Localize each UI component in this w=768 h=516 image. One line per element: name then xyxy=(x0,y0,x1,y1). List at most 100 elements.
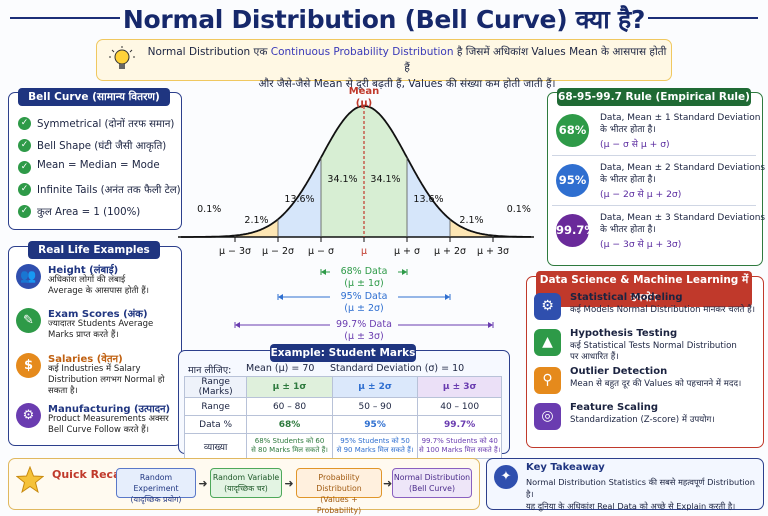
curve-region xyxy=(321,106,364,237)
table-header-cell: μ ± 2σ xyxy=(331,376,419,398)
ds-desc: कई Statistical Tests Normal Distribution xyxy=(570,341,737,351)
range-sub: (μ ± 1σ) xyxy=(344,278,384,289)
example-icon: ✎ xyxy=(16,308,41,333)
table-header-row: Range (Marks) μ ± 1σ μ ± 2σ μ ± 3σ xyxy=(183,376,502,398)
example-title: Exam Scores (अंक) xyxy=(48,309,148,320)
example-desc: Marks प्राप्त करते हैं। xyxy=(48,330,119,340)
takeaway-text: Normal Distribution Statistics की सबसे म… xyxy=(526,476,758,512)
tick-label: μ + σ xyxy=(394,246,420,257)
region-percent: 34.1% xyxy=(370,174,400,185)
table-cell: Range xyxy=(183,397,248,416)
marks-table: Range (Marks) μ ± 1σ μ ± 2σ μ ± 3σ Range 60 –… xyxy=(183,376,502,459)
example-icon: $ xyxy=(16,353,41,378)
recap-step-title: Random Variable xyxy=(212,473,280,482)
example-desc: सकता है। xyxy=(48,386,78,396)
range-label: 68% Data xyxy=(341,266,388,277)
arrow-head xyxy=(278,294,283,300)
range-label: 99.7% Data xyxy=(336,319,392,330)
tick-label: μ + 2σ xyxy=(434,246,466,257)
takeaway-title: Key Takeaway xyxy=(526,462,605,473)
recap-step-title: Probability Distribution xyxy=(316,473,362,493)
arrow-right-icon: ➜ xyxy=(284,477,294,490)
key-takeaway-card xyxy=(486,458,764,510)
arrow-right-icon: ➜ xyxy=(198,477,208,490)
table-header-cell: μ ± 3σ xyxy=(417,376,502,398)
explain-line: से 80 Marks मिल सकते हैं। xyxy=(251,446,328,454)
bell-property: Mean = Median = Mode xyxy=(37,160,160,171)
mean-label: Mean (μ) xyxy=(344,86,384,110)
arrow-right-icon: ➜ xyxy=(383,477,393,490)
ds-icon: ◎ xyxy=(534,403,561,430)
table-header-cell: μ ± 1σ xyxy=(246,376,333,398)
example-desc: ज्यादातर Students Average xyxy=(48,319,154,329)
rule-percent-badge: 99.7% xyxy=(556,214,596,247)
tick-label: μ − 3σ xyxy=(219,246,251,257)
recap-step-title: Normal Distribution xyxy=(393,473,471,482)
region-percent: 0.1% xyxy=(197,204,221,215)
range-label-bg xyxy=(330,289,398,300)
explain-line: 68% Students को 60 xyxy=(254,437,325,445)
ds-icon: ⚲ xyxy=(534,367,561,394)
rule-line1: Data, Mean ± 3 Standard Deviations xyxy=(600,213,766,223)
rule-line2: के भीतर होता है। xyxy=(600,125,656,135)
bell-curve-line xyxy=(181,105,531,238)
check-icon: ✓ xyxy=(18,183,31,196)
example-desc: कई Industries में Salary xyxy=(48,364,141,374)
bell-card-header: Bell Curve (सामान्य वितरण) xyxy=(18,88,170,106)
example-desc: Average के आसपास होती हैं। xyxy=(48,286,149,296)
check-icon: ✓ xyxy=(18,205,31,218)
ds-desc: पर आधारित हैं। xyxy=(570,352,619,362)
rule-line1: Data, Mean ± 2 Standard Deviations xyxy=(600,163,766,173)
region-percent: 2.1% xyxy=(244,215,268,226)
example-desc: Distribution लगभग Normal हो xyxy=(48,375,165,385)
rule-line2: के भीतर होता है। xyxy=(600,175,656,185)
ds-title: Statistical Modeling xyxy=(570,292,683,303)
bell-property: Symmetrical (दोनों तरफ समान) xyxy=(37,119,175,130)
arrow-head xyxy=(321,269,326,275)
example-desc: Bell Curve Follow करते हैं। xyxy=(48,425,149,435)
range-label: 95% Data xyxy=(341,291,388,302)
example-desc: अधिकांश लोगों की लंबाई xyxy=(48,275,126,285)
intro-text: Normal Distribution एक Continuous Probab… xyxy=(147,44,667,92)
tick-label: μ + 3σ xyxy=(477,246,509,257)
table-header-cell: Range (Marks) xyxy=(183,376,248,398)
tick-label: μ xyxy=(361,246,367,257)
takeaway-line1: Normal Distribution Statistics की सबसे म… xyxy=(526,477,755,499)
range-label-bg xyxy=(330,264,398,275)
star-icon xyxy=(15,465,45,494)
intro-text-line2: और जैसे-जैसे Mean से दूरी बढ़ती हैं, Val… xyxy=(258,78,556,90)
bulb-icon: ✦ xyxy=(494,465,518,489)
example-title: Height (लंबाई) xyxy=(48,265,119,276)
table-cell: 50 – 90 xyxy=(331,397,419,416)
rule-header: 68-95-99.7 Rule (Empirical Rule) xyxy=(557,88,751,106)
bell-property: Infinite Tails (अनंत तक फैली टेल) xyxy=(37,185,181,196)
recap-step-sub: (यादृच्छिक चर) xyxy=(224,484,268,493)
intro-text-a: Normal Distribution एक xyxy=(147,46,271,58)
table-cell: 95% Students को 50 से 90 Marks मिल सकते ह… xyxy=(331,433,419,459)
region-percent: 34.1% xyxy=(327,174,357,185)
explain-line: से 100 Marks मिल सकते हैं। xyxy=(419,446,501,454)
ds-icon: ⚙ xyxy=(534,293,561,320)
table-cell: 68% Students को 60 से 80 Marks मिल सकते ह… xyxy=(246,433,333,459)
intro-highlight: Continuous Probability Distribution xyxy=(270,46,454,58)
ds-header: Data Science & Machine Learning में उपयो… xyxy=(536,271,752,307)
example-sd: Standard Deviation (σ) = 10 xyxy=(330,363,465,374)
ds-title: Hypothesis Testing xyxy=(570,328,678,339)
explain-line: से 90 Marks मिल सकते हैं। xyxy=(336,446,414,454)
arrow-head xyxy=(235,322,240,328)
bell-property: कुल Area = 1 (100%) xyxy=(37,207,141,218)
explain-line: 95% Students को 50 xyxy=(340,437,410,445)
table-row: व्याख्या 68% Students को 60 से 80 Marks मि… xyxy=(183,433,502,459)
table-cell: 40 – 100 xyxy=(417,397,502,416)
recap-step-sub: (यादृच्छिक प्रयोग) xyxy=(130,495,182,504)
table-cell: 99.7% xyxy=(417,415,502,434)
recap-step: Random Experiment (यादृच्छिक प्रयोग) xyxy=(116,468,196,504)
tick-label: μ − σ xyxy=(308,246,334,257)
curve-region xyxy=(364,106,407,237)
ds-desc: Mean से बहुत दूर की Values को पहचानने मे… xyxy=(570,379,742,389)
intro-text-c: है जिसमें अधिकांश Values Mean के आसपास ह… xyxy=(404,46,667,74)
table-cell: 60 – 80 xyxy=(246,397,333,416)
region-percent: 13.6% xyxy=(284,194,314,205)
mean-label-text: Mean xyxy=(348,86,380,97)
example-mean: Mean (μ) = 70 xyxy=(246,363,315,374)
